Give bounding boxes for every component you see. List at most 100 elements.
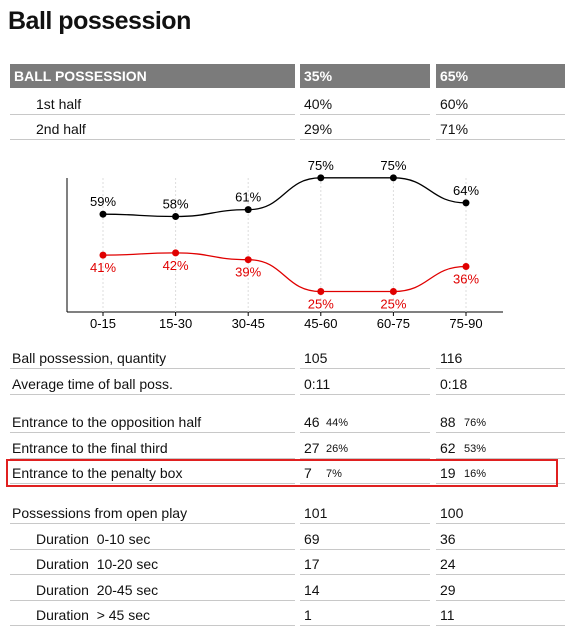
- cell: 29%: [304, 121, 333, 137]
- cell: 69: [304, 530, 320, 547]
- cell: Entrance to the penalty box: [12, 465, 183, 482]
- row-line: [10, 432, 295, 433]
- cell: 46: [304, 414, 320, 430]
- header-text: BALL POSSESSION: [14, 68, 147, 84]
- row-line: [436, 548, 565, 550]
- cell: 2nd half: [36, 121, 86, 137]
- cell: 62: [440, 439, 456, 456]
- cell: 88: [440, 414, 456, 430]
- value-label: 36%: [453, 272, 479, 287]
- row-line: [436, 483, 565, 485]
- cell: 11: [440, 607, 455, 624]
- row-line: [10, 625, 295, 627]
- row-line: [300, 139, 430, 140]
- header-text: 65%: [440, 68, 469, 84]
- cell: 24: [440, 556, 456, 573]
- row-line: [10, 599, 295, 601]
- cell: 0:11: [304, 375, 331, 392]
- x-tick-label: 45-60: [304, 316, 337, 331]
- value-label: 25%: [380, 297, 406, 312]
- cell-percent: 53%: [464, 442, 487, 455]
- header-cell: [10, 64, 295, 88]
- value-label: 64%: [453, 183, 479, 198]
- value-label: 41%: [90, 260, 116, 275]
- row-line: [10, 368, 295, 369]
- cell: 14: [304, 581, 320, 598]
- value-label: 39%: [235, 265, 261, 280]
- cell: 19: [440, 465, 456, 482]
- point: [99, 210, 107, 218]
- cell: 60%: [440, 96, 469, 112]
- row-line: [10, 457, 295, 459]
- row-line: [300, 393, 430, 395]
- row-line: [436, 523, 565, 524]
- point: [244, 256, 252, 264]
- value-label: 75%: [380, 158, 406, 173]
- row-line: [300, 114, 430, 115]
- x-tick-label: 0-15: [90, 316, 116, 331]
- value-label: 42%: [163, 258, 189, 273]
- cell: 101: [304, 505, 328, 521]
- row-line: [300, 548, 430, 550]
- cell: 105: [304, 350, 328, 366]
- row-line: [300, 432, 430, 433]
- point: [172, 212, 180, 220]
- row-line: [300, 599, 430, 601]
- x-tick-label: 30-45: [232, 316, 265, 331]
- series-line: [102, 252, 467, 293]
- x-tick-label: 15-30: [159, 316, 192, 331]
- row-line: [436, 368, 565, 369]
- point: [172, 249, 180, 257]
- cell: 1: [304, 607, 312, 624]
- point: [462, 199, 470, 207]
- cell: 1st half: [36, 96, 82, 112]
- point: [317, 174, 325, 182]
- page-title: Ball possession: [8, 7, 191, 35]
- cell: 40%: [304, 96, 333, 112]
- cell: Duration 0-10 sec: [36, 530, 151, 547]
- value-label: 58%: [163, 196, 189, 211]
- cell: 36: [440, 530, 456, 547]
- cell: 7: [304, 465, 312, 482]
- cell: 100: [440, 505, 464, 521]
- row-line: [436, 114, 565, 115]
- point: [389, 288, 397, 296]
- cell-percent: 26%: [326, 442, 349, 455]
- header-cell: [436, 64, 565, 88]
- highlight-box: [6, 459, 558, 488]
- point: [462, 263, 470, 271]
- cell: 71%: [440, 121, 469, 137]
- header-text: 35%: [304, 68, 333, 84]
- x-tick-label: 60-75: [377, 316, 410, 331]
- row-line: [10, 548, 295, 550]
- cell: 116: [440, 350, 463, 366]
- row-line: [436, 393, 565, 395]
- row-line: [436, 599, 565, 601]
- cell: Duration 20-45 sec: [36, 581, 159, 598]
- row-line: [300, 625, 430, 627]
- point: [99, 251, 107, 259]
- cell: Entrance to the opposition half: [12, 414, 202, 430]
- cell: 27: [304, 439, 320, 456]
- value-label: 75%: [308, 158, 334, 173]
- cell-percent: 76%: [464, 417, 487, 429]
- row-line: [300, 368, 430, 369]
- row-line: [10, 114, 295, 115]
- cell-percent: 16%: [464, 468, 487, 481]
- row-line: [10, 139, 295, 140]
- row-line: [436, 625, 565, 627]
- value-label: 59%: [90, 194, 116, 209]
- row-line: [436, 457, 565, 459]
- value-label: 25%: [308, 297, 334, 312]
- point: [389, 174, 397, 182]
- row-line: [300, 523, 430, 524]
- point: [244, 206, 252, 214]
- row-line: [300, 483, 430, 485]
- cell: Entrance to the final third: [12, 439, 168, 456]
- row-line: [10, 393, 295, 395]
- row-line: [436, 139, 565, 140]
- row-line: [300, 574, 430, 576]
- row-line: [300, 457, 430, 459]
